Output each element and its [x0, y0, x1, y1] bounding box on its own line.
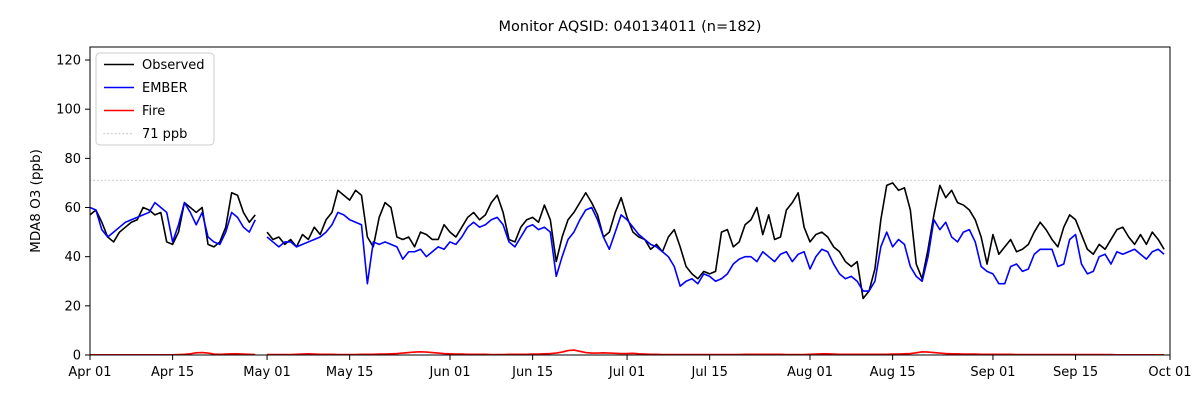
- y-tick-label: 100: [56, 103, 81, 118]
- x-tick-label: Jul 01: [608, 365, 645, 380]
- legend-label: 71 ppb: [142, 127, 187, 142]
- x-tick-label: May 15: [326, 365, 374, 380]
- y-tick-label: 80: [64, 152, 81, 167]
- x-tick-label: Jul 15: [690, 365, 727, 380]
- legend-item-fire: Fire: [104, 104, 165, 119]
- y-tick-label: 60: [64, 201, 81, 216]
- y-tick-label: 120: [56, 54, 81, 69]
- fire-line: [90, 349, 1165, 356]
- x-tick-label: Sep 01: [970, 365, 1015, 380]
- x-tick-label: Aug 15: [870, 365, 916, 380]
- y-tick-label: 20: [64, 299, 81, 314]
- x-tick-label: May 01: [243, 365, 291, 380]
- x-tick-label: Aug 01: [787, 365, 833, 380]
- legend: Observed EMBER Fire 71 ppb: [95, 52, 215, 146]
- y-tick-label: 40: [64, 250, 81, 265]
- legend-label: Fire: [142, 104, 165, 119]
- chart-title: Monitor AQSID: 040134011 (n=182): [499, 19, 762, 35]
- legend-item-71-ppb: 71 ppb: [103, 127, 187, 142]
- observed-line: [89, 182, 1165, 300]
- ember-line: [89, 201, 1165, 292]
- legend-box: [95, 52, 215, 146]
- x-tick-label: Jun 15: [511, 365, 553, 380]
- legend-label: Observed: [142, 58, 205, 73]
- legend-label: EMBER: [142, 81, 188, 96]
- legend-item-ember: EMBER: [104, 81, 188, 96]
- x-tick-label: Jun 01: [429, 365, 471, 380]
- x-tick-label: Apr 01: [68, 365, 111, 380]
- x-tick-label: Sep 15: [1053, 365, 1098, 380]
- legend-item-observed: Observed: [104, 58, 205, 73]
- axes-spines: [89, 46, 1171, 356]
- x-tick-label: Oct 01: [1148, 365, 1191, 380]
- y-tick-label: 0: [73, 349, 81, 364]
- x-tick-label: Apr 15: [151, 365, 194, 380]
- y-axis-label: MDA8 O3 (ppb): [28, 149, 44, 253]
